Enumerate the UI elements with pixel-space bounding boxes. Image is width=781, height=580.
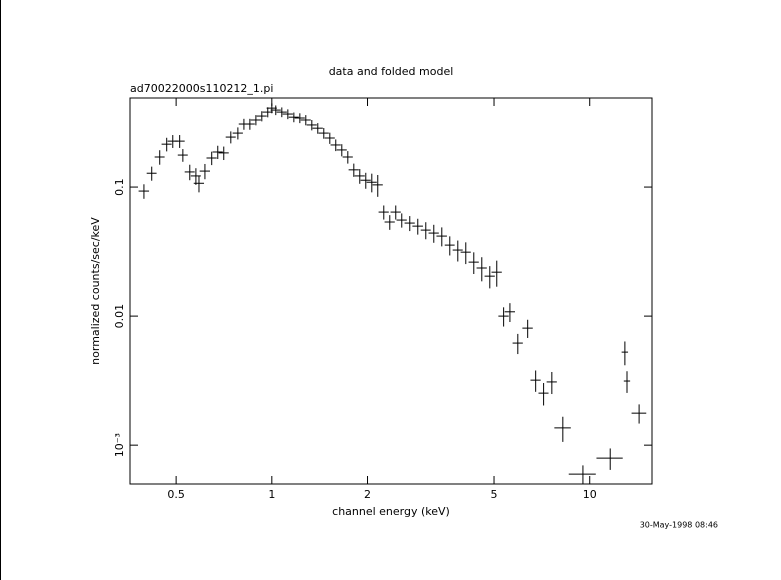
y-tick-label: 0.01: [113, 304, 126, 329]
y-tick-label: 10⁻³: [113, 433, 126, 457]
timestamp: 30-May-1998 08:46: [640, 521, 718, 530]
chart-subtitle: ad70022000s110212_1.pi: [130, 82, 273, 95]
x-tick-label: 0.5: [167, 488, 185, 501]
x-axis-label: channel energy (keV): [332, 505, 450, 518]
x-tick-label: 5: [491, 488, 498, 501]
y-axis-label: normalized counts/sec/keV: [89, 217, 102, 365]
x-tick-label: 1: [268, 488, 275, 501]
y-tick-label: 0.1: [113, 178, 126, 196]
x-tick-label: 10: [583, 488, 597, 501]
x-tick-label: 2: [364, 488, 371, 501]
plot-frame: [129, 97, 653, 485]
chart-title: data and folded model: [329, 65, 454, 78]
